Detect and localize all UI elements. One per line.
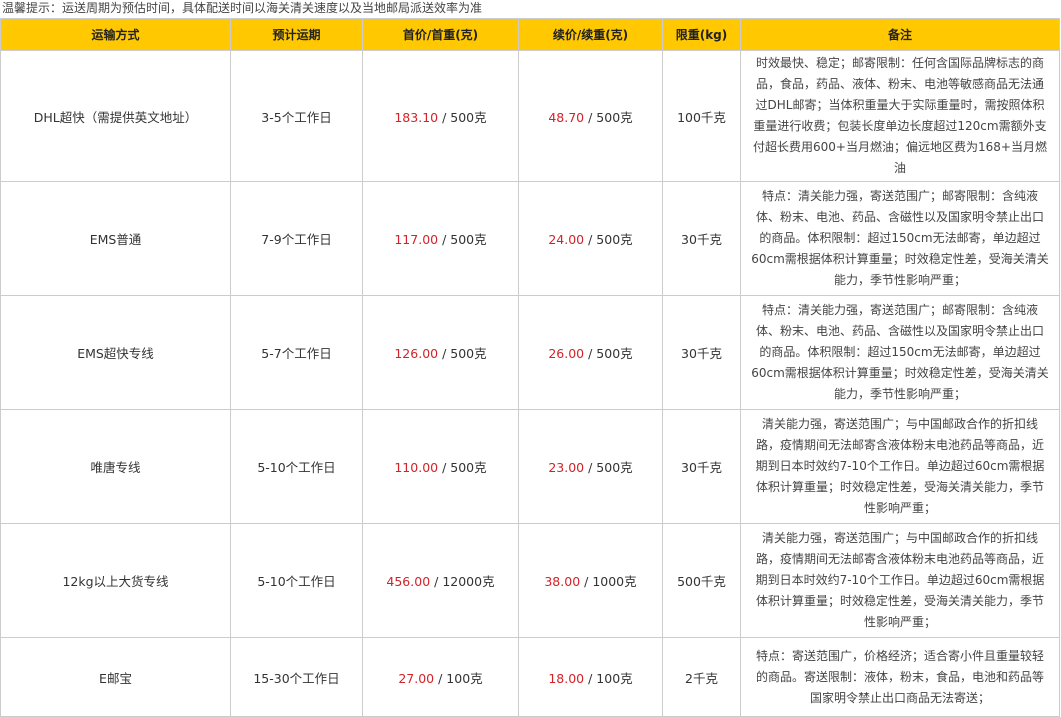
- first-price: 117.00: [394, 232, 439, 247]
- first-weight: 500克: [450, 109, 487, 125]
- first-price: 27.00: [398, 670, 435, 686]
- cont-weight: 1000克: [592, 574, 637, 589]
- method-cell: 唯唐专线: [0, 409, 231, 524]
- table-row: 12kg以上大货专线 5-10个工作日 456.00 / 12000克 38.0…: [0, 523, 1060, 638]
- cont-price-cell: 48.70 / 500克: [518, 50, 663, 182]
- remark-cell: 时效最快、稳定；邮寄限制：任何含国际品牌标志的商品，食品，药品、液体、粉末、电池…: [740, 50, 1060, 182]
- period-cell: 5-10个工作日: [230, 523, 363, 638]
- first-price-cell: 183.10 / 500克: [362, 50, 519, 182]
- cont-weight: 500克: [596, 460, 633, 475]
- table-row: EMS超快专线 5-7个工作日 126.00 / 500克 26.00 / 50…: [0, 295, 1060, 410]
- cont-price-cell: 38.00 / 1000克: [518, 523, 663, 638]
- header-method: 运输方式: [0, 18, 231, 51]
- table-row: 唯唐专线 5-10个工作日 110.00 / 500克 23.00 / 500克…: [0, 409, 1060, 524]
- limit-cell: 2千克: [662, 637, 741, 717]
- remark-cell: 清关能力强，寄送范围广；与中国邮政合作的折扣线路，疫情期间无法邮寄含液体粉末电池…: [740, 523, 1060, 638]
- first-price: 126.00: [394, 346, 439, 361]
- cont-price: 23.00: [548, 460, 585, 475]
- first-weight: 500克: [450, 232, 487, 247]
- cont-price: 24.00: [548, 232, 585, 247]
- cont-price-cell: 23.00 / 500克: [518, 409, 663, 524]
- cont-weight: 500克: [596, 232, 633, 247]
- header-limit: 限重(kg): [662, 18, 741, 51]
- table-row: EMS普通 7-9个工作日 117.00 / 500克 24.00 / 500克…: [0, 181, 1060, 296]
- remark-cell: 特点：清关能力强，寄送范围广；邮寄限制：含纯液体、粉末、电池、药品、含磁性以及国…: [740, 181, 1060, 296]
- cont-price-cell: 24.00 / 500克: [518, 181, 663, 296]
- cont-price: 26.00: [548, 346, 585, 361]
- method-cell: E邮宝: [0, 637, 231, 717]
- remark-cell: 特点：寄送范围广，价格经济；适合寄小件且重量较轻的商品。寄送限制：液体，粉末，食…: [740, 637, 1060, 717]
- first-price-cell: 456.00 / 12000克: [362, 523, 519, 638]
- method-cell: 12kg以上大货专线: [0, 523, 231, 638]
- header-remark: 备注: [740, 18, 1060, 51]
- first-weight: 500克: [450, 460, 487, 475]
- cont-weight: 500克: [596, 346, 633, 361]
- limit-cell: 500千克: [662, 523, 741, 638]
- cont-price: 48.70: [548, 109, 585, 125]
- limit-cell: 100千克: [662, 50, 741, 182]
- limit-cell: 30千克: [662, 409, 741, 524]
- first-price-cell: 110.00 / 500克: [362, 409, 519, 524]
- first-price-cell: 27.00 / 100克: [362, 637, 519, 717]
- shipping-table: 运输方式 预计运期 首价/首重(克) 续价/续重(克) 限重(kg) 备注 DH…: [0, 18, 1060, 717]
- first-price-cell: 117.00 / 500克: [362, 181, 519, 296]
- method-cell: EMS普通: [0, 181, 231, 296]
- first-price: 183.10: [394, 109, 439, 125]
- notice-text: 温馨提示：运送周期为预估时间，具体配送时间以海关清关速度以及当地邮局派送效率为准: [2, 1, 483, 15]
- method-cell: EMS超快专线: [0, 295, 231, 410]
- cont-price: 38.00: [544, 574, 581, 589]
- header-row: 运输方式 预计运期 首价/首重(克) 续价/续重(克) 限重(kg) 备注: [0, 18, 1060, 51]
- table-row: E邮宝 15-30个工作日 27.00 / 100克 18.00 / 100克 …: [0, 637, 1060, 717]
- remark-cell: 特点：清关能力强，寄送范围广；邮寄限制：含纯液体、粉末、电池、药品、含磁性以及国…: [740, 295, 1060, 410]
- period-cell: 5-10个工作日: [230, 409, 363, 524]
- first-weight: 100克: [446, 670, 483, 686]
- cont-weight: 500克: [596, 109, 633, 125]
- table-row: DHL超快（需提供英文地址） 3-5个工作日 183.10 / 500克 48.…: [0, 50, 1060, 182]
- cont-price-cell: 18.00 / 100克: [518, 637, 663, 717]
- remark-cell: 清关能力强，寄送范围广；与中国邮政合作的折扣线路，疫情期间无法邮寄含液体粉末电池…: [740, 409, 1060, 524]
- limit-cell: 30千克: [662, 181, 741, 296]
- first-weight: 12000克: [442, 574, 495, 589]
- period-cell: 15-30个工作日: [230, 637, 363, 717]
- first-price-cell: 126.00 / 500克: [362, 295, 519, 410]
- cont-weight: 100克: [596, 670, 633, 686]
- method-cell: DHL超快（需提供英文地址）: [0, 50, 231, 182]
- cont-price: 18.00: [548, 670, 585, 686]
- period-cell: 5-7个工作日: [230, 295, 363, 410]
- period-cell: 7-9个工作日: [230, 181, 363, 296]
- first-price: 456.00: [386, 574, 431, 589]
- first-weight: 500克: [450, 346, 487, 361]
- period-cell: 3-5个工作日: [230, 50, 363, 182]
- header-period: 预计运期: [230, 18, 363, 51]
- cont-price-cell: 26.00 / 500克: [518, 295, 663, 410]
- header-first-price: 首价/首重(克): [362, 18, 519, 51]
- header-cont-price: 续价/续重(克): [518, 18, 663, 51]
- first-price: 110.00: [394, 460, 439, 475]
- limit-cell: 30千克: [662, 295, 741, 410]
